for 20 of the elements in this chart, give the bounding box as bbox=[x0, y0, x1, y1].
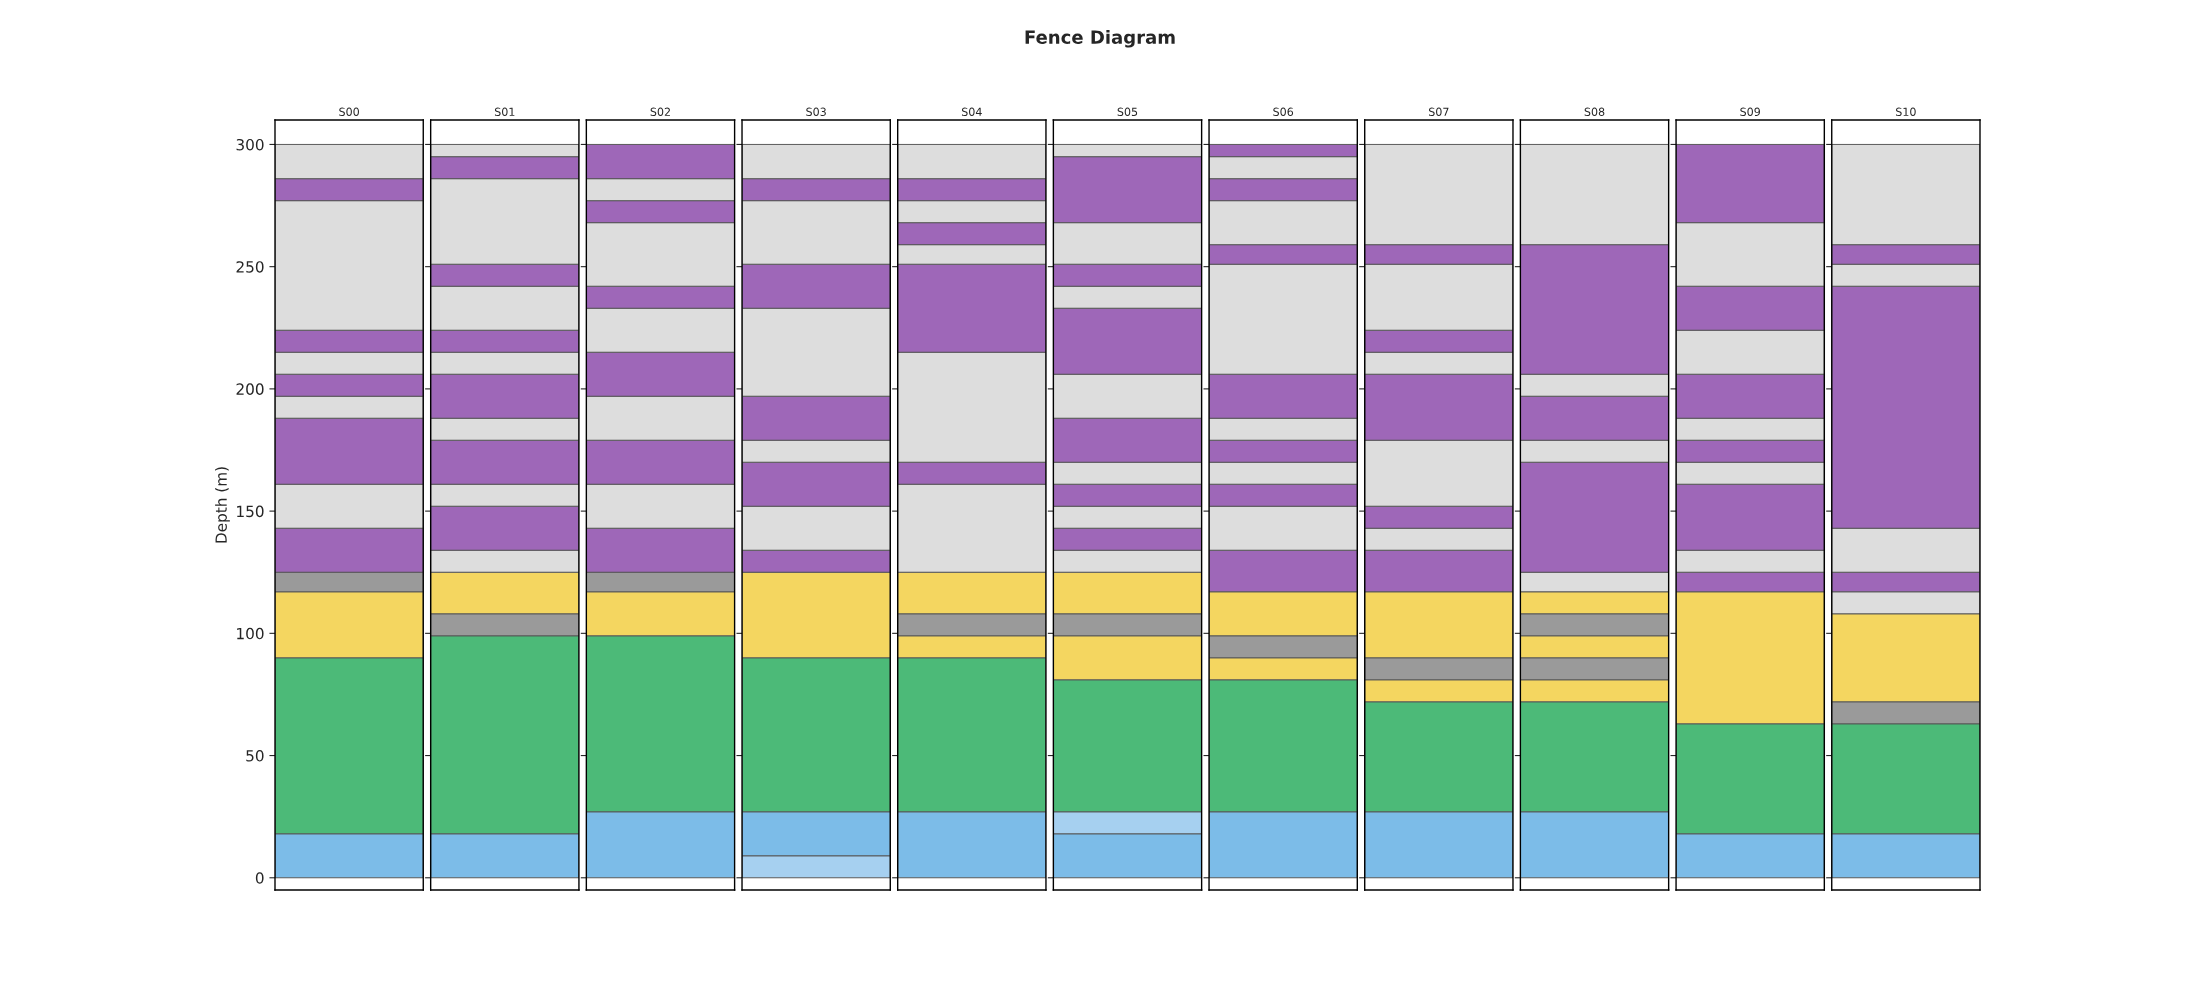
y-tick-label: 200 bbox=[236, 383, 264, 395]
x-tick-label: S09 bbox=[1740, 107, 1761, 116]
x-tick-label: S08 bbox=[1584, 107, 1605, 116]
chart-title: Fence Diagram bbox=[1025, 30, 1175, 48]
y-tick-label: 250 bbox=[236, 261, 264, 273]
y-tick-label: 0 bbox=[255, 872, 264, 884]
y-tick-label: 100 bbox=[237, 627, 264, 640]
y-tick-label: 150 bbox=[237, 505, 264, 518]
x-tick-label: S06 bbox=[1273, 107, 1294, 116]
y-tick-label: 300 bbox=[236, 138, 264, 151]
y-tick-label: 50 bbox=[246, 750, 264, 762]
y-axis-title: Depth (m) bbox=[215, 467, 230, 543]
x-tick-label: S01 bbox=[494, 107, 515, 116]
x-tick-label: S03 bbox=[806, 107, 826, 116]
x-tick-label: S02 bbox=[650, 107, 670, 116]
x-tick-label: S05 bbox=[1117, 107, 1138, 116]
x-tick-label: S10 bbox=[1896, 107, 1916, 116]
x-tick-label: S07 bbox=[1428, 107, 1449, 116]
x-tick-label: S00 bbox=[339, 107, 359, 116]
x-tick-label: S04 bbox=[961, 107, 982, 116]
